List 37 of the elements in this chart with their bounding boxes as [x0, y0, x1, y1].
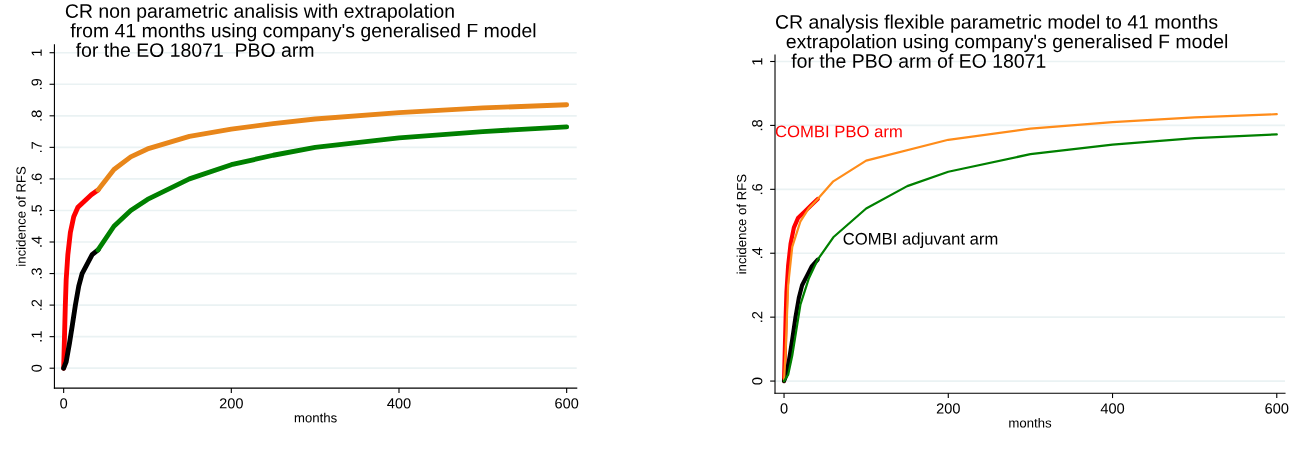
series-label: COMBI adjuvant arm: [843, 232, 998, 248]
y-axis-title: incidence of RFS: [736, 174, 747, 274]
y-tick-label: .6: [752, 183, 763, 195]
y-tick-label: .2: [31, 299, 42, 310]
x-tick-label: 400: [387, 398, 411, 409]
y-tick-label: .1: [31, 331, 42, 342]
x-tick-label: 200: [219, 398, 243, 409]
y-tick-label: .8: [31, 110, 42, 121]
y-tick-label: .5: [31, 204, 42, 216]
line-series: [61, 247, 101, 371]
y-tick-label: .8: [752, 119, 763, 131]
chart-title: CR non parametric analisis with extrapolation from 41 months using company's generalised F model for the EO 18071 PBO arm: [65, 3, 536, 57]
y-tick-label: 0: [31, 364, 42, 372]
y-tick-label: .3: [31, 268, 42, 279]
y-tick-label: .7: [31, 142, 42, 153]
x-axis-title: months: [294, 412, 337, 423]
y-tick-label: .6: [31, 173, 42, 184]
line-series: [781, 257, 820, 384]
y-tick-label: .4: [31, 236, 42, 247]
x-tick-label: 200: [936, 403, 960, 414]
y-tick-label: 0: [752, 377, 763, 385]
x-axis-title: months: [1009, 417, 1052, 428]
y-tick-label: .2: [752, 311, 763, 322]
y-tick-label: 1: [31, 49, 42, 56]
y-tick-label: .9: [31, 78, 42, 90]
x-tick-label: 600: [555, 398, 579, 409]
line-series: [95, 124, 570, 253]
x-tick-label: 0: [780, 403, 788, 414]
y-axis-title: incidence of RFS: [16, 166, 26, 266]
chart-title: CR analysis flexible parametric model to 41 months extrapolation using company's generalised F model for the PBO arm of EO 18071: [776, 14, 1228, 68]
y-tick-label: 1: [752, 58, 763, 65]
x-tick-label: 600: [1265, 403, 1289, 414]
line-series: [95, 102, 570, 193]
x-tick-label: 0: [60, 398, 68, 409]
x-tick-label: 400: [1100, 403, 1125, 414]
y-tick-label: .4: [752, 247, 763, 258]
text: COMBI PBO arm: [775, 125, 902, 138]
